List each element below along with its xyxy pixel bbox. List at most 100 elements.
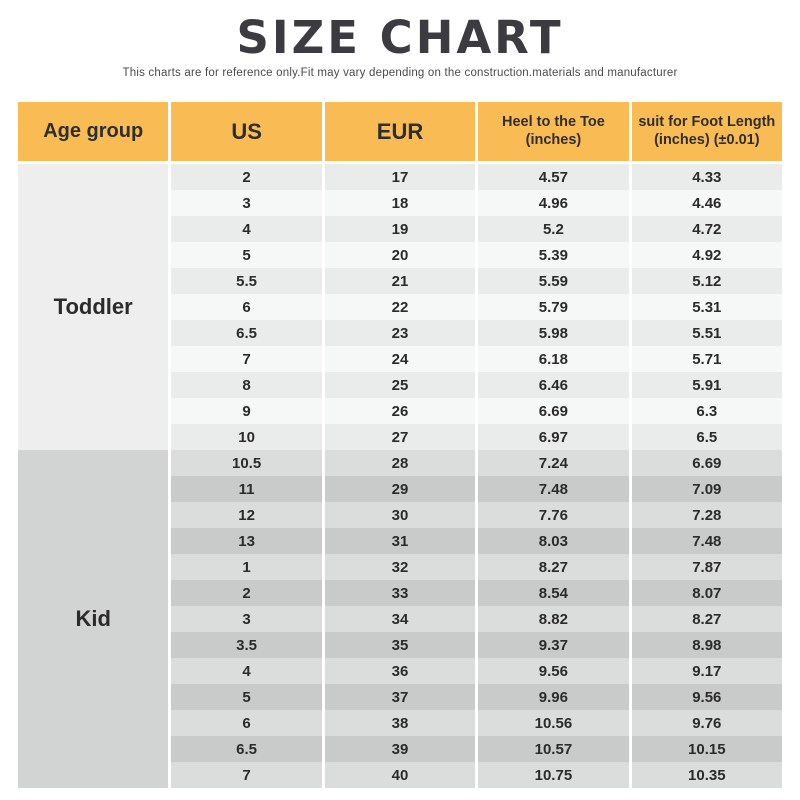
table-cell: 18 [324, 190, 476, 217]
table-cell: 5.51 [631, 320, 783, 347]
table-cell: 9.56 [631, 684, 783, 711]
table-body: Toddler 2 17 4.57 4.33 3 18 4.96 4.46 4 19 5.2 4.72 5… [18, 164, 783, 789]
table-cell: 4 [171, 216, 322, 243]
table-row: 3 18 4.96 4.46 [171, 190, 783, 217]
table-cell: 21 [324, 268, 476, 295]
table-cell: 24 [324, 346, 476, 373]
table-cell: 7 [171, 346, 322, 373]
table-cell: 3 [171, 606, 322, 633]
table-cell: 29 [324, 476, 476, 503]
page-subtitle: This charts are for reference only.Fit m… [122, 67, 678, 80]
table-row: 7 40 10.75 10.35 [171, 762, 783, 789]
table-cell: 7.48 [478, 476, 629, 503]
table-cell: 9 [171, 398, 322, 425]
column-header-label: EUR [376, 118, 424, 144]
table-row: 5 37 9.96 9.56 [171, 684, 783, 711]
table-row: 5.5 21 5.59 5.12 [171, 268, 783, 295]
table-cell: 8.54 [478, 580, 629, 607]
table-cell: 1 [171, 554, 322, 581]
table-cell: 27 [324, 424, 476, 451]
section-rows: 2 17 4.57 4.33 3 18 4.96 4.46 4 19 5.2 4.72 5 20 5.39 4… [171, 164, 783, 451]
page-title: SIZE CHART [236, 11, 564, 64]
age-group-cell: Kid [18, 450, 169, 789]
size-chart-table: Age group US EUR Heel to the Toe (inches… [18, 102, 783, 789]
table-cell: 4.72 [631, 216, 783, 243]
table-cell: 5.2 [478, 216, 629, 243]
table-cell: 31 [324, 528, 476, 555]
table-cell: 26 [324, 398, 476, 425]
table-cell: 36 [324, 658, 476, 685]
column-header-label: Age group [43, 120, 144, 143]
table-cell: 4.46 [631, 190, 783, 217]
table-cell: 35 [324, 632, 476, 659]
table-row: 3.5 35 9.37 8.98 [171, 632, 783, 659]
table-cell: 4.92 [631, 242, 783, 269]
table-cell: 20 [324, 242, 476, 269]
column-header-us: US [171, 102, 322, 162]
table-cell: 7.87 [631, 554, 783, 581]
table-cell: 33 [324, 580, 476, 607]
table-cell: 6.46 [478, 372, 629, 399]
column-header-age-group: Age group [18, 102, 169, 162]
table-row: 13 31 8.03 7.48 [171, 528, 783, 555]
table-cell: 3.5 [171, 632, 322, 659]
table-cell: 9.17 [631, 658, 783, 685]
table-cell: 4.96 [478, 190, 629, 217]
table-cell: 28 [324, 450, 476, 477]
table-cell: 9.56 [478, 658, 629, 685]
table-cell: 8 [171, 372, 322, 399]
table-cell: 7.28 [631, 502, 783, 529]
table-cell: 13 [171, 528, 322, 555]
table-cell: 4.33 [631, 164, 783, 191]
table-cell: 37 [324, 684, 476, 711]
table-cell: 5.98 [478, 320, 629, 347]
table-cell: 6.3 [631, 398, 783, 425]
column-header-eur: EUR [324, 102, 476, 162]
column-header-sublabel: (inches) (±0.01) [654, 131, 760, 148]
table-cell: 9.96 [478, 684, 629, 711]
table-cell: 8.03 [478, 528, 629, 555]
table-cell: 34 [324, 606, 476, 633]
table-cell: 22 [324, 294, 476, 321]
column-header-label: Heel to the Toe [501, 114, 605, 131]
table-cell: 10.57 [478, 736, 629, 763]
column-header-label: US [231, 118, 262, 144]
table-cell: 2 [171, 580, 322, 607]
table-cell: 5.12 [631, 268, 783, 295]
table-row: 2 17 4.57 4.33 [171, 164, 783, 191]
table-row: 6.5 39 10.57 10.15 [171, 736, 783, 763]
table-row: 4 19 5.2 4.72 [171, 216, 783, 243]
table-row: 6.5 23 5.98 5.51 [171, 320, 783, 347]
table-cell: 10 [171, 424, 322, 451]
table-row: 9 26 6.69 6.3 [171, 398, 783, 425]
table-row: 6 22 5.79 5.31 [171, 294, 783, 321]
table-section-kid: Kid 10.5 28 7.24 6.69 11 29 7.48 7.09 12 30 7.76 7.2… [18, 450, 783, 789]
column-header-sublabel: (inches) [525, 131, 582, 148]
table-cell: 9.37 [478, 632, 629, 659]
table-cell: 6 [171, 710, 322, 737]
table-row: 2 33 8.54 8.07 [171, 580, 783, 607]
table-cell: 30 [324, 502, 476, 529]
table-cell: 19 [324, 216, 476, 243]
table-cell: 8.27 [478, 554, 629, 581]
table-row: 12 30 7.76 7.28 [171, 502, 783, 529]
table-cell: 23 [324, 320, 476, 347]
table-cell: 6.5 [171, 736, 322, 763]
table-cell: 8.27 [631, 606, 783, 633]
table-cell: 7.24 [478, 450, 629, 477]
table-cell: 6.5 [171, 320, 322, 347]
table-row: 10 27 6.97 6.5 [171, 424, 783, 451]
table-cell: 9.76 [631, 710, 783, 737]
table-row: 5 20 5.39 4.92 [171, 242, 783, 269]
table-row: 7 24 6.18 5.71 [171, 346, 783, 373]
table-cell: 7.76 [478, 502, 629, 529]
table-cell: 4 [171, 658, 322, 685]
table-cell: 5 [171, 242, 322, 269]
table-cell: 25 [324, 372, 476, 399]
age-group-cell: Toddler [18, 164, 169, 451]
table-cell: 6 [171, 294, 322, 321]
table-cell: 6.69 [478, 398, 629, 425]
table-cell: 10.15 [631, 736, 783, 763]
table-cell: 6.5 [631, 424, 783, 451]
table-cell: 5.39 [478, 242, 629, 269]
